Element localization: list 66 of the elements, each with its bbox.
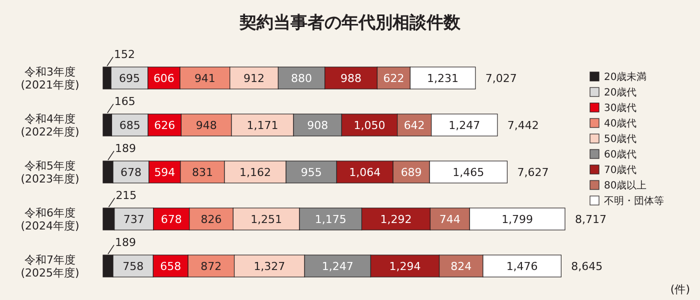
data-label: 165 (114, 95, 136, 108)
data-label: 1,292 (380, 213, 412, 226)
y-tick-label: 令和5年度 (2023年度) (20, 160, 80, 186)
y-tick-label: 令和6年度 (2024年度) (20, 206, 80, 232)
y-tick-label: 令和3年度 (2021年度) (20, 66, 80, 92)
total-label: 7,627 (517, 166, 549, 179)
data-label: 622 (383, 72, 404, 85)
data-label: 1,327 (254, 260, 286, 273)
data-label: 658 (160, 260, 182, 273)
data-label: 642 (404, 119, 425, 132)
data-label: 1,247 (322, 260, 354, 273)
data-label: 872 (200, 260, 222, 273)
data-label: 1,476 (506, 260, 538, 273)
data-label: 152 (114, 48, 136, 61)
data-label: 1,251 (250, 213, 282, 226)
data-label: 737 (123, 213, 144, 226)
data-label: 908 (307, 119, 328, 132)
data-label: 215 (116, 189, 137, 202)
data-label: 189 (115, 142, 136, 155)
data-label: 678 (120, 166, 142, 179)
data-label: 955 (300, 166, 322, 179)
data-label: 606 (153, 72, 174, 85)
data-label: 1,064 (349, 166, 381, 179)
legend-label: 60歳代 (604, 148, 637, 160)
legend-label: 30歳代 (604, 102, 637, 114)
data-label: 758 (122, 260, 144, 273)
data-label: 988 (340, 72, 362, 85)
data-label: 826 (200, 213, 222, 226)
data-label: 626 (154, 119, 176, 132)
text: (件) (670, 283, 690, 296)
data-label: 1,799 (502, 213, 534, 226)
legend-label: 50歳代 (604, 133, 637, 145)
data-label: 1,050 (354, 119, 386, 132)
legend-label: 20歳未満 (604, 71, 647, 83)
data-label: 1,162 (240, 166, 272, 179)
data-label: 744 (439, 213, 460, 226)
data-label: 912 (244, 72, 265, 85)
legend-label: 70歳代 (604, 164, 637, 176)
total-label: 8,645 (571, 260, 603, 273)
data-label: 1,465 (452, 166, 484, 179)
data-label: 1,247 (448, 119, 480, 132)
legend-label: 不明・団体等 (604, 195, 664, 207)
data-label: 1,171 (246, 119, 278, 132)
data-label: 1,294 (389, 260, 421, 273)
data-label: 594 (154, 166, 176, 179)
total-label: 7,442 (507, 119, 539, 132)
legend-label: 80歳以上 (604, 180, 647, 192)
data-label: 678 (160, 213, 182, 226)
data-label: 880 (291, 72, 312, 85)
total-label: 8,717 (575, 213, 606, 226)
legend-label: 20歳代 (604, 86, 637, 98)
data-label: 941 (194, 72, 216, 85)
data-label: 948 (196, 119, 217, 132)
total-label: 7,027 (485, 72, 517, 85)
data-label: 695 (118, 72, 140, 85)
data-label: 689 (400, 166, 422, 179)
data-label: 831 (192, 166, 213, 179)
data-label: 1,175 (314, 213, 346, 226)
data-label: 685 (119, 119, 140, 132)
y-tick-label: 令和7年度 (2025年度) (20, 254, 80, 280)
data-label: 824 (450, 260, 472, 273)
chart-title: 契約当事者の年代別相談件数 (238, 13, 462, 33)
data-label: 1,231 (427, 72, 459, 85)
legend-label: 40歳代 (604, 118, 637, 130)
data-label: 189 (115, 236, 136, 249)
y-tick-label: 令和4年度 (2022年度) (20, 112, 80, 138)
